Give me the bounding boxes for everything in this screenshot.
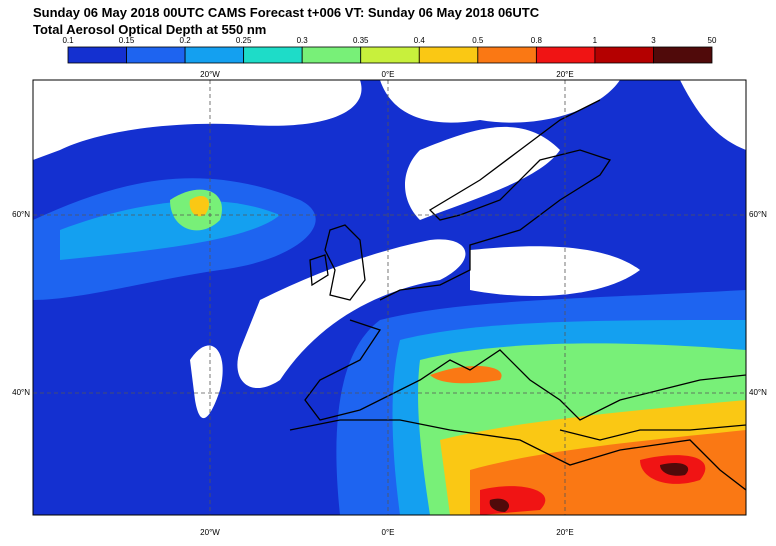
colorbar-swatch: [184, 46, 245, 64]
colorbar-label: 0.1: [62, 36, 74, 45]
colorbar-swatch: [535, 46, 596, 64]
colorbar-label: 50: [708, 36, 717, 45]
map-frame: [32, 79, 747, 516]
lat-label: 60°N: [749, 210, 767, 219]
colorbar-label: 0.4: [414, 36, 426, 45]
lat-label: 40°N: [12, 388, 30, 397]
lon-label: 20°E: [556, 528, 573, 537]
graticule: [33, 80, 746, 515]
lon-label: 0°E: [382, 528, 395, 537]
colorbar-label: 0.35: [353, 36, 369, 45]
lon-label: 20°W: [200, 528, 220, 537]
colorbar: 0.1 0.15 0.2 0.25 0.3 0.35 0.4 0.5 0.8 1 3 50: [62, 36, 717, 64]
colorbar-label: 3: [651, 36, 656, 45]
colorbar-label: 0.3: [297, 36, 309, 45]
title-line: Sunday 06 May 2018 00UTC CAMS Forecast t…: [33, 5, 540, 20]
colorbar-swatch: [418, 46, 479, 64]
subtitle-line: Total Aerosol Optical Depth at 550 nm: [33, 22, 266, 37]
colorbar-swatch: [477, 46, 537, 64]
colorbar-swatch: [243, 46, 303, 64]
colorbar-swatch: [67, 46, 127, 64]
lon-label: 20°W: [200, 70, 220, 79]
colorbar-swatch: [594, 46, 654, 64]
lat-label: 40°N: [749, 388, 767, 397]
colorbar-label: 0.2: [180, 36, 192, 45]
colorbar-label: 0.15: [119, 36, 135, 45]
lat-label: 60°N: [12, 210, 30, 219]
colorbar-label: 0.5: [472, 36, 484, 45]
colorbar-swatch: [653, 46, 713, 64]
colorbar-swatch: [360, 46, 420, 64]
colorbar-swatch: [126, 46, 186, 64]
lon-label: 0°E: [382, 70, 395, 79]
colorbar-label: 0.8: [531, 36, 543, 45]
colorbar-label: 0.25: [236, 36, 252, 45]
lon-label: 20°E: [556, 70, 573, 79]
map-field: [33, 80, 746, 515]
colorbar-label: 1: [593, 36, 598, 45]
colorbar-swatch: [301, 46, 362, 64]
